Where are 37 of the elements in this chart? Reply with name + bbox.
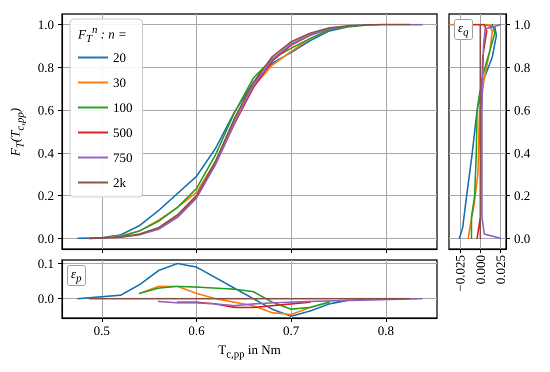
y-tick-label: 0.2: [514, 188, 530, 204]
annotation: ε$_{p}$: [67, 265, 86, 286]
y-tick-label: 0.0: [514, 230, 530, 246]
y-tick-label: 0.1: [38, 256, 54, 272]
x-tick-label: 0.025: [492, 255, 508, 284]
x-tick-label: 0.8: [378, 323, 394, 338]
line-series: [481, 24, 502, 240]
line-series: [138, 286, 330, 310]
x-axis-title: T$_{c,pp}$ in Nm: [218, 342, 281, 361]
y-tick-label: 0.8: [514, 60, 530, 75]
x-tick-label: 0.5: [94, 323, 110, 338]
legend-label: 30: [113, 75, 126, 90]
legend-label: 750: [113, 150, 132, 165]
x-tick-label: −0.025: [452, 255, 468, 292]
y-tick-label: 0.8: [38, 60, 54, 75]
y-tick-label: 0.6: [514, 102, 531, 118]
legend-label: 20: [113, 50, 126, 65]
y-tick-label: 0.4: [38, 145, 54, 160]
y-tick-label: 0.0: [38, 230, 54, 246]
line-series: [458, 24, 498, 240]
y-tick-label: 1.0: [514, 17, 530, 32]
annotation: ε$_{q}$: [454, 19, 473, 40]
line-series: [449, 24, 494, 240]
line-series: [158, 298, 423, 306]
legend-label: 2k: [113, 175, 126, 190]
legend-title: F$_{T}$$^{n}$ : n =: [78, 24, 127, 45]
line-series: [470, 24, 496, 240]
y-tick-label: 0.6: [38, 102, 54, 118]
x-tick-label: 0.000: [472, 255, 488, 284]
y-tick-label: 0.0: [38, 291, 54, 306]
legend-label: 100: [113, 100, 132, 115]
y-tick-label: 1.0: [38, 17, 54, 32]
y-tick-label: 0.4: [514, 145, 531, 160]
y-tick-label: 0.2: [38, 188, 54, 204]
x-tick-label: 0.7: [283, 323, 300, 338]
legend-label: 500: [113, 125, 132, 140]
x-tick-label: 0.6: [188, 323, 206, 338]
